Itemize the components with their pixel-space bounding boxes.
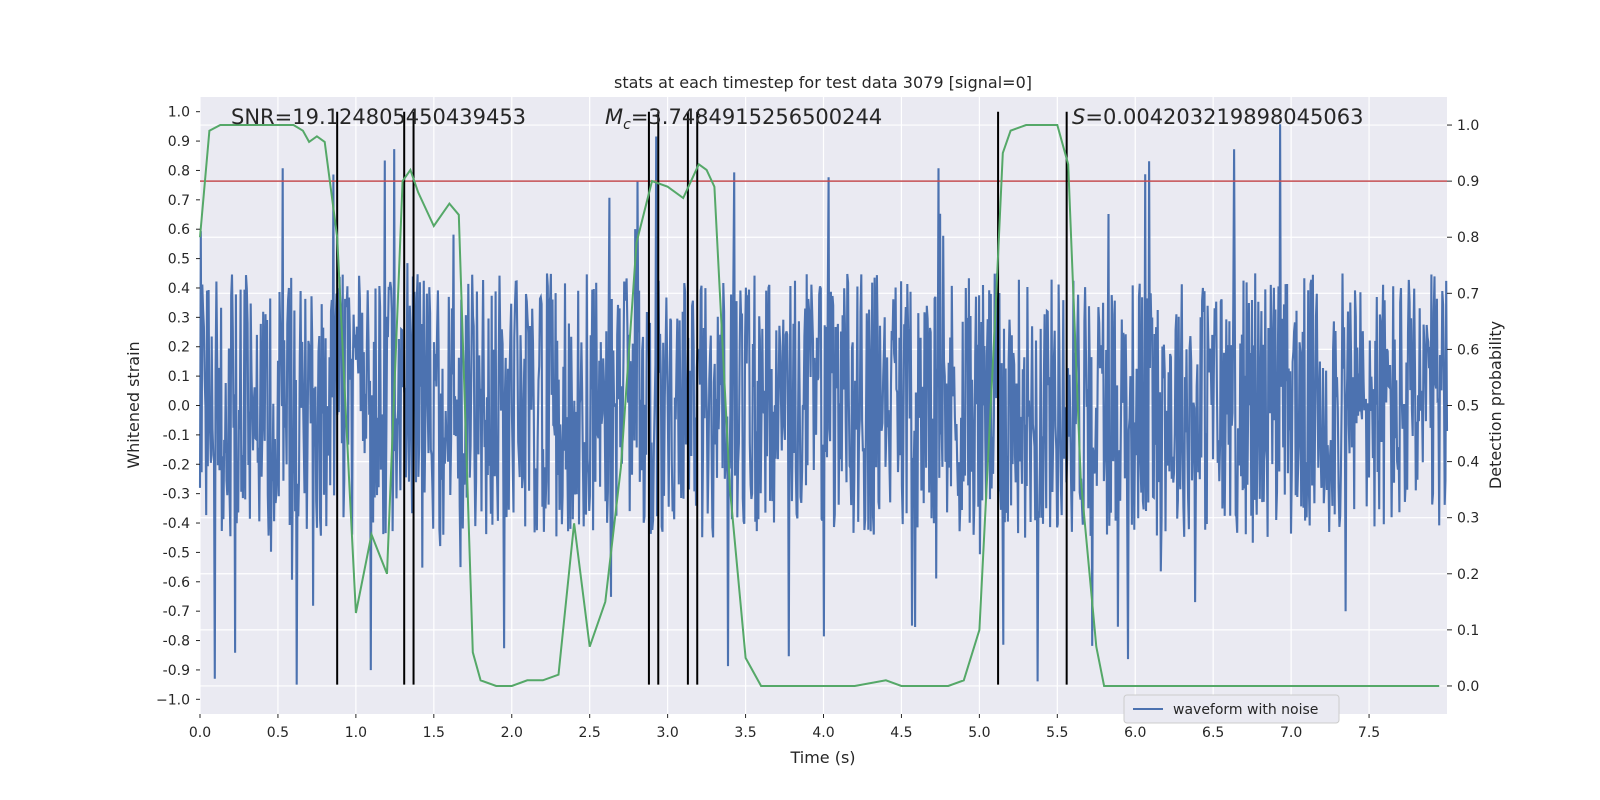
y-left-tick-label: 0.4 xyxy=(168,281,190,297)
y-left-tick-label: 0.6 xyxy=(168,222,190,238)
chirp-mass-annotation: Mc=3.7484915256500244 xyxy=(605,105,882,133)
x-tick-label: 4.0 xyxy=(812,725,834,741)
y-left-tick-label: 0.2 xyxy=(168,340,190,356)
probability-layer xyxy=(199,124,1440,687)
x-axis-label: Time (s) xyxy=(789,748,855,767)
y-right-tick-label: 0.0 xyxy=(1457,679,1479,695)
y-left-tick-label: -0.2 xyxy=(163,457,190,473)
x-tick-label: 6.0 xyxy=(1124,725,1146,741)
x-tick-labels: 0.0 0.5 1.0 1.5 2.0 2.5 3.0 3.5 4.0 4.5 5.0 5.5 6.0 6… xyxy=(189,714,1380,741)
chirp-mass-subscript: c xyxy=(623,117,631,133)
y-left-tick-label: 0.9 xyxy=(168,134,190,150)
s-symbol: S xyxy=(1072,105,1085,129)
x-tick-label: 6.5 xyxy=(1202,725,1224,741)
y-right-tick-label: 0.1 xyxy=(1457,623,1479,639)
marker-layer xyxy=(336,111,1068,685)
x-tick-label: 5.5 xyxy=(1046,725,1068,741)
chirp-mass-symbol: M xyxy=(605,105,623,129)
x-tick-label: 3.0 xyxy=(656,725,678,741)
x-tick-label: 0.0 xyxy=(189,725,211,741)
x-tick-label: 3.5 xyxy=(734,725,756,741)
x-tick-label: 4.5 xyxy=(890,725,912,741)
chart-title: stats at each timestep for test data 307… xyxy=(614,73,1032,92)
x-tick-label: 7.5 xyxy=(1358,725,1380,741)
probability-series-line xyxy=(199,124,1440,687)
waveform-layer xyxy=(198,124,1449,685)
s-value: =0.004203219898045063 xyxy=(1085,105,1363,129)
chirp-mass-value: =3.7484915256500244 xyxy=(631,105,882,129)
y-right-axis-label: Detection probability xyxy=(1486,321,1505,489)
y-right-tick-label: 0.7 xyxy=(1457,286,1479,302)
s-annotation: S=0.004203219898045063 xyxy=(1072,105,1363,129)
x-tick-label: 7.0 xyxy=(1280,725,1302,741)
y-left-tick-label: -0.9 xyxy=(163,663,190,679)
x-tick-label: 2.0 xyxy=(501,725,523,741)
y-left-tick-label: 0.1 xyxy=(168,369,190,385)
snr-annotation: SNR=19.124805450439453 xyxy=(231,105,526,129)
x-tick-label: 5.0 xyxy=(968,725,990,741)
y-right-tick-label: 0.5 xyxy=(1457,399,1479,415)
y-left-tick-label: 1.0 xyxy=(168,105,190,121)
y-right-tick-label: 0.6 xyxy=(1457,342,1479,358)
y-right-tick-labels: 1.0 0.9 0.8 0.7 0.6 0.5 0.4 0.3 0.2 0.1 0.0 xyxy=(1447,118,1479,695)
y-left-tick-label: 0.0 xyxy=(168,399,190,415)
y-right-tick-label: 0.2 xyxy=(1457,567,1479,583)
x-tick-label: 2.5 xyxy=(579,725,601,741)
y-left-tick-label: -0.3 xyxy=(163,487,190,503)
y-right-tick-label: 0.3 xyxy=(1457,511,1479,527)
y-left-tick-label: −1.0 xyxy=(156,692,190,708)
y-right-tick-label: 0.8 xyxy=(1457,230,1479,246)
waveform-series-line xyxy=(198,124,1449,685)
x-tick-label: 1.0 xyxy=(345,725,367,741)
y-left-tick-label: 0.3 xyxy=(168,310,190,326)
y-left-tick-label: 0.8 xyxy=(168,163,190,179)
y-left-tick-label: -0.1 xyxy=(163,428,190,444)
legend-label: waveform with noise xyxy=(1173,702,1318,718)
legend: waveform with noise xyxy=(1123,694,1340,724)
y-left-tick-label: -0.8 xyxy=(163,634,190,650)
y-left-tick-label: -0.5 xyxy=(163,545,190,561)
x-tick-label: 1.5 xyxy=(423,725,445,741)
y-right-tick-label: 1.0 xyxy=(1457,118,1479,134)
legend-box xyxy=(1123,694,1340,724)
y-left-tick-label: -0.4 xyxy=(163,516,190,532)
x-tick-label: 0.5 xyxy=(267,725,289,741)
y-right-tick-label: 0.9 xyxy=(1457,174,1479,190)
y-left-axis-label: Whitened strain xyxy=(124,341,143,468)
y-left-tick-label: 0.7 xyxy=(168,193,190,209)
y-left-tick-label: 0.5 xyxy=(168,252,190,268)
y-left-tick-label: -0.7 xyxy=(163,604,190,620)
y-left-tick-label: -0.6 xyxy=(163,575,190,591)
y-right-tick-label: 0.4 xyxy=(1457,455,1479,471)
y-left-tick-labels: 1.0 0.9 0.8 0.7 0.6 0.5 0.4 0.3 0.2 0.1 0.0 -0.1 -0.… xyxy=(156,105,200,708)
